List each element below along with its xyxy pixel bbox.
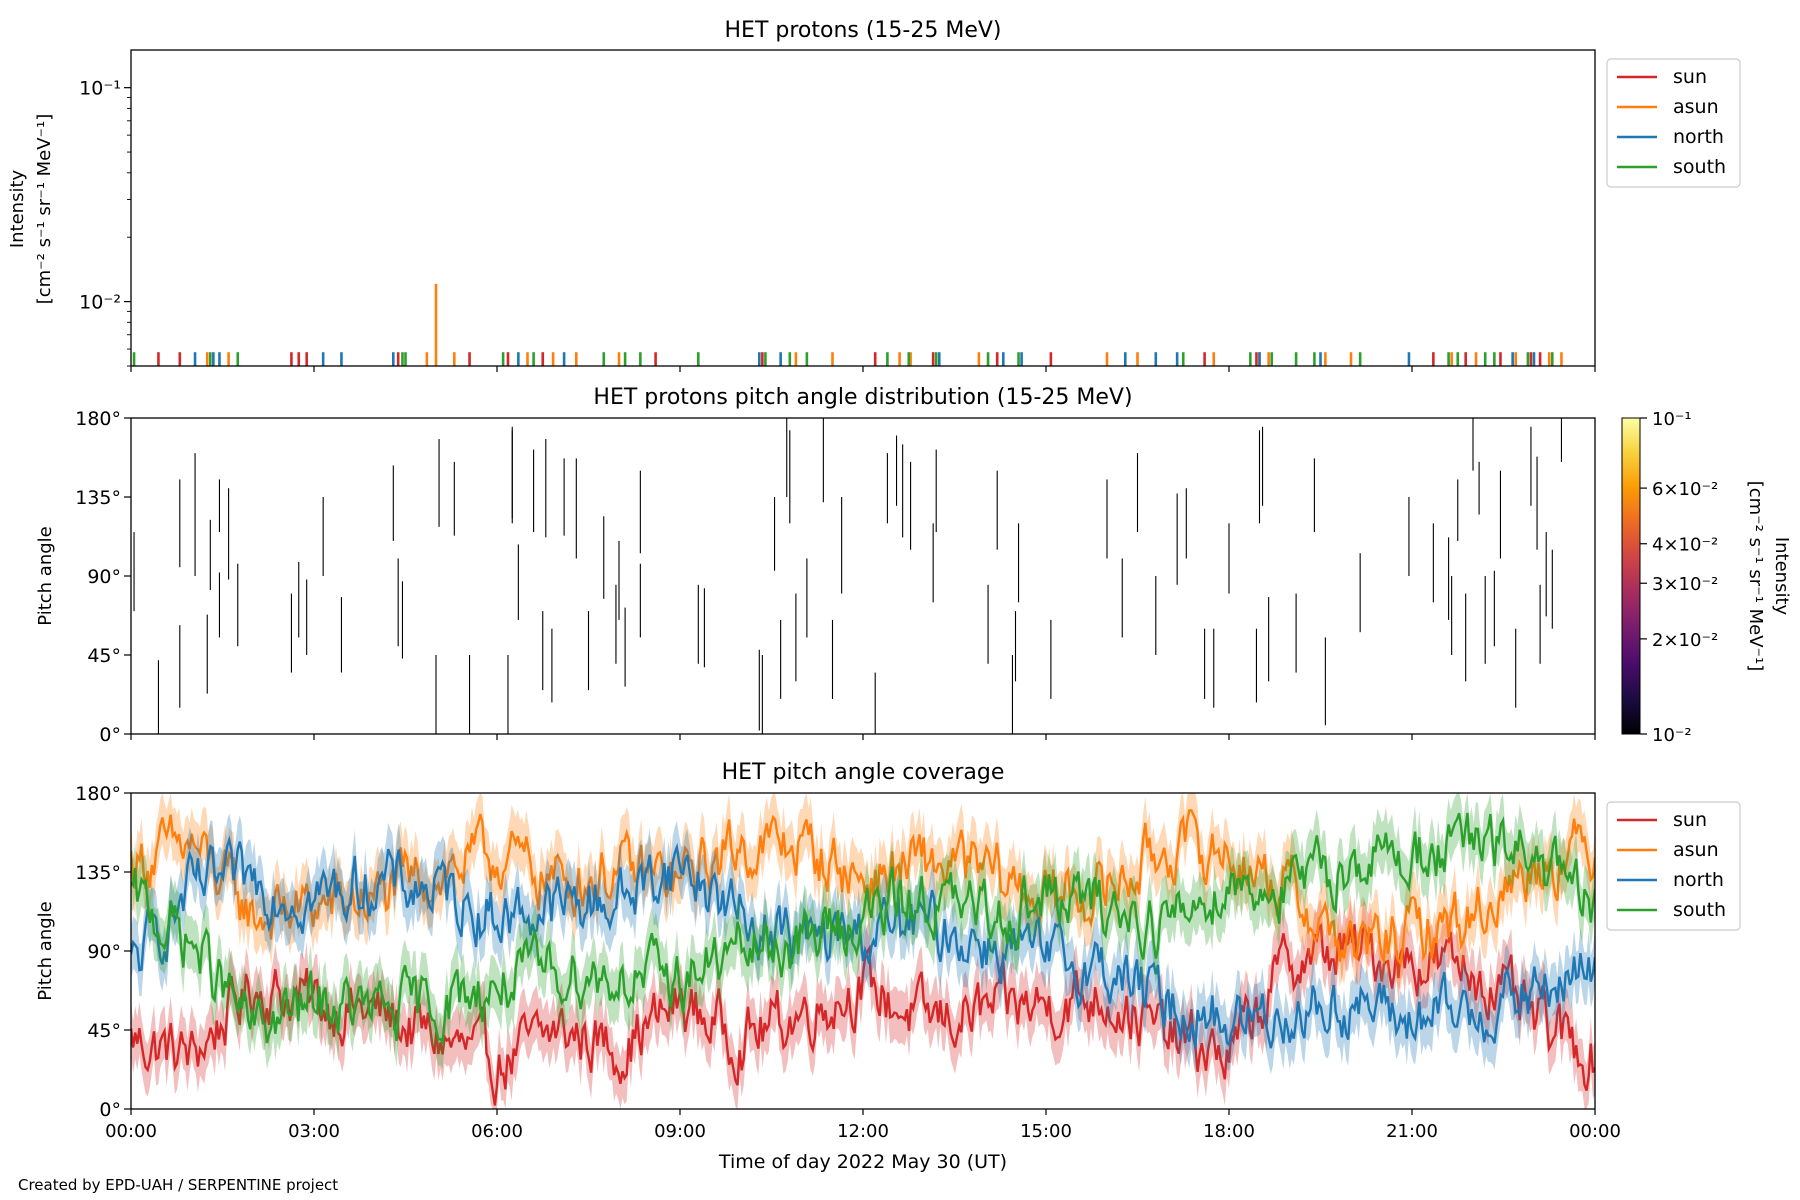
y-tick-label: 180° [75,408,121,430]
legend-label-north: north [1673,869,1724,891]
y-tick-label: 90° [87,941,121,963]
footer-credit: Created by EPD-UAH / SERPENTINE project [18,1176,338,1194]
coverage-band-north [131,813,1595,1075]
intensity-ylabel-line1: Intensity [7,169,28,248]
x-tick-label: 21:00 [1386,1121,1438,1142]
colorbar-tick-label: 10⁻¹ [1652,409,1692,430]
intensity-ylabel-line2: [cm⁻² s⁻¹ sr⁻¹ MeV⁻¹] [34,114,55,305]
pad-panel: HET protons pitch angle distribution (15… [35,385,1792,746]
coverage-ylabel: Pitch angle [35,901,56,1000]
intensity-panel-title: HET protons (15-25 MeV) [725,18,1002,43]
colorbar-tick-label: 3×10⁻² [1652,574,1718,595]
y-tick-label: 135° [75,487,121,509]
intensity-plot-frame [130,49,1596,367]
x-axis-label: Time of day 2022 May 30 (UT) [718,1151,1007,1173]
x-tick-label: 00:00 [105,1121,157,1142]
legend-label-asun: asun [1673,96,1719,118]
intensity-panel: HET protons (15-25 MeV) 10⁻¹ 10⁻² Intensi… [7,18,1741,372]
legend-label-north: north [1673,126,1724,148]
y-tick-label: 0° [99,1099,121,1121]
y-tick-label: 0° [99,724,121,746]
y-tick-label: 135° [75,862,121,884]
y-tick-label: 180° [75,783,121,805]
pad-yaxis: 0° 45° 90° 135° 180° [75,408,131,746]
x-tick-label: 06:00 [471,1121,523,1142]
colorbar-tick-label: 4×10⁻² [1652,535,1718,556]
colorbar-gradient [1621,417,1641,735]
coverage-yaxis: 0° 45° 90° 135° 180° [75,783,131,1121]
colorbar-tick-label: 6×10⁻² [1652,479,1718,500]
y-tick-label: 90° [87,566,121,588]
colorbar-label-line1: Intensity [1771,537,1792,616]
colorbar-tick-label: 10⁻² [1652,725,1692,746]
coverage-panel: HET pitch angle coverage 0° 45° 90° 135° 180… [35,760,1741,1173]
coverage-panel-title: HET pitch angle coverage [722,760,1005,785]
x-tick-label: 03:00 [288,1121,340,1142]
pad-plot-frame [130,417,1596,735]
x-tick-label: 15:00 [1020,1121,1072,1142]
legend-frame [1606,58,1741,188]
legend-label-south: south [1673,156,1726,178]
x-tick-label: 00:00 [1569,1121,1621,1142]
intensity-yaxis: 10⁻¹ 10⁻² [79,78,131,367]
colorbar-label-line2: [cm⁻² s⁻¹ sr⁻¹ MeV⁻¹] [1745,481,1766,672]
colorbar: 10⁻¹ 6×10⁻² 4×10⁻² 3×10⁻² 2×10⁻² 10⁻² Intensi… [1621,409,1792,746]
coverage-line-north [131,835,1595,1049]
coverage-band-asun [131,793,1595,990]
coverage-line-asun [131,809,1595,967]
coverage-xaxis-ticks: 00:00 03:00 06:00 09:00 12:00 15:00 18:00 21:00… [105,1109,1621,1142]
x-tick-label: 09:00 [654,1121,706,1142]
legend-label-asun: asun [1673,839,1719,861]
pad-panel-title: HET protons pitch angle distribution (15… [593,385,1132,410]
y-tick-label: 10⁻² [79,292,121,314]
intensity-xaxis-ticks [130,366,1596,372]
x-tick-label: 18:00 [1203,1121,1255,1142]
coverage-line-south [131,812,1595,1047]
coverage-band-south [131,793,1595,1070]
intensity-legend: sun asun north south [1606,58,1741,188]
pad-xaxis-ticks [130,734,1596,740]
x-tick-label: 12:00 [837,1121,889,1142]
legend-label-sun: sun [1673,809,1707,831]
legend-label-sun: sun [1673,66,1707,88]
legend-frame [1606,801,1741,931]
y-tick-label: 10⁻¹ [79,78,121,100]
legend-label-south: south [1673,899,1726,921]
colorbar-tick-label: 2×10⁻² [1652,630,1718,651]
coverage-legend: sun asun north south [1606,801,1741,931]
y-tick-label: 45° [87,1020,121,1042]
y-tick-label: 45° [87,645,121,667]
pad-ylabel: Pitch angle [35,526,56,625]
